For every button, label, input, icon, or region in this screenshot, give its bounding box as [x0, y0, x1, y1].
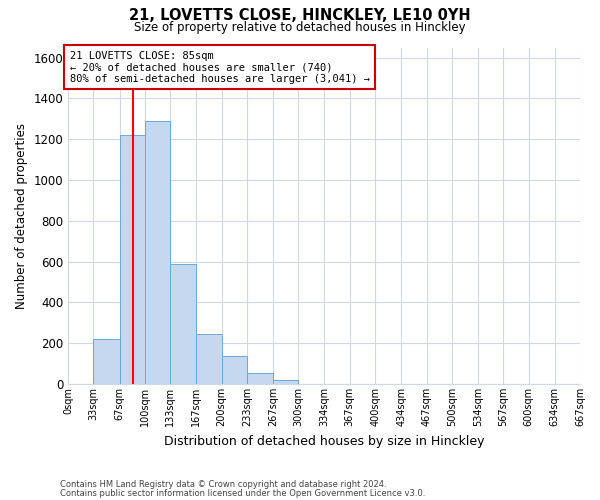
Y-axis label: Number of detached properties: Number of detached properties: [15, 123, 28, 309]
Bar: [221, 356, 247, 384]
Bar: [145, 121, 170, 384]
Bar: [94, 339, 119, 384]
Text: Contains HM Land Registry data © Crown copyright and database right 2024.: Contains HM Land Registry data © Crown c…: [60, 480, 386, 489]
Bar: [119, 135, 145, 384]
Bar: [273, 380, 298, 384]
X-axis label: Distribution of detached houses by size in Hinckley: Distribution of detached houses by size …: [164, 434, 484, 448]
Text: 21 LOVETTS CLOSE: 85sqm
← 20% of detached houses are smaller (740)
80% of semi-d: 21 LOVETTS CLOSE: 85sqm ← 20% of detache…: [70, 50, 370, 84]
Text: Size of property relative to detached houses in Hinckley: Size of property relative to detached ho…: [134, 21, 466, 34]
Bar: [247, 373, 273, 384]
Text: 21, LOVETTS CLOSE, HINCKLEY, LE10 0YH: 21, LOVETTS CLOSE, HINCKLEY, LE10 0YH: [129, 8, 471, 22]
Bar: [196, 334, 221, 384]
Bar: [170, 264, 196, 384]
Text: Contains public sector information licensed under the Open Government Licence v3: Contains public sector information licen…: [60, 488, 425, 498]
